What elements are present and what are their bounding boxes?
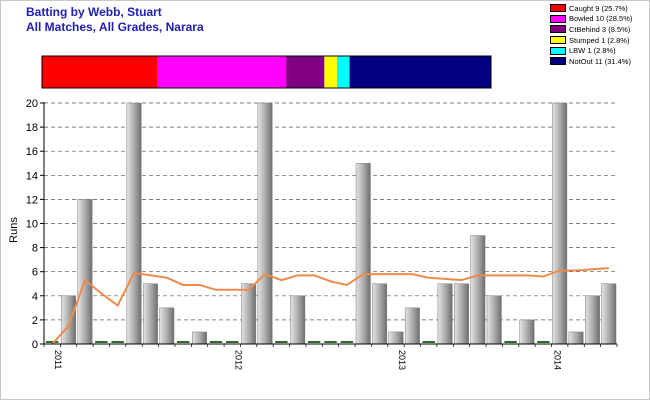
x-tick-label: 2012 — [233, 350, 243, 370]
legend-label: Bowled 10 (28.5%) — [569, 14, 633, 24]
x-tick-label: 2011 — [53, 350, 63, 369]
legend-item: Caught 9 (25.7%) — [550, 3, 642, 14]
y-tick-label: 18 — [26, 122, 38, 134]
zero-bar-marker — [226, 341, 239, 343]
legend-swatch — [550, 25, 566, 34]
bar — [601, 283, 617, 345]
legend: Caught 9 (25.7%) Bowled 10 (28.5%) CtBehin… — [550, 3, 642, 67]
zero-bar-marker — [537, 341, 550, 343]
bar — [404, 307, 420, 345]
dismissal-segment — [286, 56, 325, 88]
legend-label: LBW 1 (2.8%) — [569, 46, 616, 56]
bar — [552, 102, 568, 345]
bar — [355, 163, 371, 345]
legend-item: NotOut 11 (31.4%) — [550, 56, 642, 67]
zero-bar-marker — [307, 341, 321, 343]
bar — [192, 331, 207, 345]
legend-label: NotOut 11 (31.4%) — [569, 56, 631, 66]
dismissal-bar — [41, 55, 492, 89]
bar — [257, 102, 273, 345]
y-tick-label: 16 — [26, 146, 38, 158]
legend-item: Stumped 1 (2.8%) — [550, 35, 642, 46]
bar — [77, 199, 93, 345]
bar — [388, 331, 404, 345]
legend-swatch — [550, 14, 566, 23]
bar — [437, 283, 453, 345]
bar-series — [45, 102, 617, 345]
bar — [584, 295, 600, 345]
chart-title: Batting by Webb, Stuart — [26, 5, 162, 19]
zero-bar-marker — [422, 341, 435, 343]
bar — [568, 331, 584, 345]
dismissal-bar-border — [41, 55, 492, 89]
y-axis-label: Runs — [8, 217, 20, 243]
bar — [519, 319, 535, 345]
bar — [142, 283, 158, 345]
y-tick-label: 2 — [32, 315, 38, 327]
dismissal-segment — [336, 56, 350, 88]
bar — [159, 307, 175, 345]
bar — [290, 295, 306, 345]
dismissal-segment — [349, 56, 491, 88]
y-tick-label: 14 — [26, 170, 38, 182]
y-tick-label: 4 — [32, 291, 38, 303]
y-tick-label: 20 — [26, 98, 38, 110]
zero-bar-marker — [111, 341, 124, 343]
zero-bar-marker — [45, 341, 59, 343]
legend-swatch — [550, 57, 566, 66]
legend-swatch — [550, 4, 566, 13]
legend-item: CtBehind 3 (8.5%) — [550, 24, 642, 35]
dismissal-segment — [157, 56, 287, 88]
bar — [470, 235, 486, 345]
bar — [241, 283, 257, 345]
y-tick-label: 12 — [26, 194, 38, 206]
bar — [486, 295, 502, 345]
bar — [454, 283, 469, 345]
bar — [372, 283, 388, 345]
zero-bar-marker — [176, 341, 190, 343]
zero-bar-marker — [324, 341, 337, 343]
zero-bar-marker — [275, 341, 288, 343]
average-line — [51, 267, 609, 345]
dismissal-segment — [324, 56, 337, 88]
average-line-series — [51, 267, 609, 345]
legend-item: Bowled 10 (28.5%) — [550, 14, 642, 25]
chart-subtitle: All Matches, All Grades, Narara — [26, 20, 204, 34]
zero-bar-marker — [209, 341, 223, 343]
y-tick-label: 0 — [32, 339, 38, 351]
y-tick-label: 6 — [32, 267, 38, 279]
x-tick-label: 2013 — [397, 350, 407, 370]
x-tick-label: 2014 — [553, 350, 563, 370]
legend-label: CtBehind 3 (8.5%) — [569, 24, 631, 34]
zero-bar-marker — [504, 341, 517, 343]
legend-label: Stumped 1 (2.8%) — [569, 35, 630, 45]
y-tick-label: 8 — [32, 243, 38, 255]
legend-swatch — [550, 46, 566, 55]
axes: 0 2 4 6 8 10 12 14 16 18 20 2011 2012 2013 2014 — [26, 98, 618, 370]
legend-item: LBW 1 (2.8%) — [550, 45, 642, 56]
legend-swatch — [550, 36, 566, 45]
zero-bar-marker — [340, 341, 354, 343]
y-tick-label: 10 — [26, 219, 38, 231]
dismissal-segment — [42, 56, 158, 88]
bar — [126, 102, 142, 345]
zero-bar-marker — [95, 341, 108, 343]
bar — [61, 295, 77, 345]
legend-label: Caught 9 (25.7%) — [569, 3, 628, 13]
